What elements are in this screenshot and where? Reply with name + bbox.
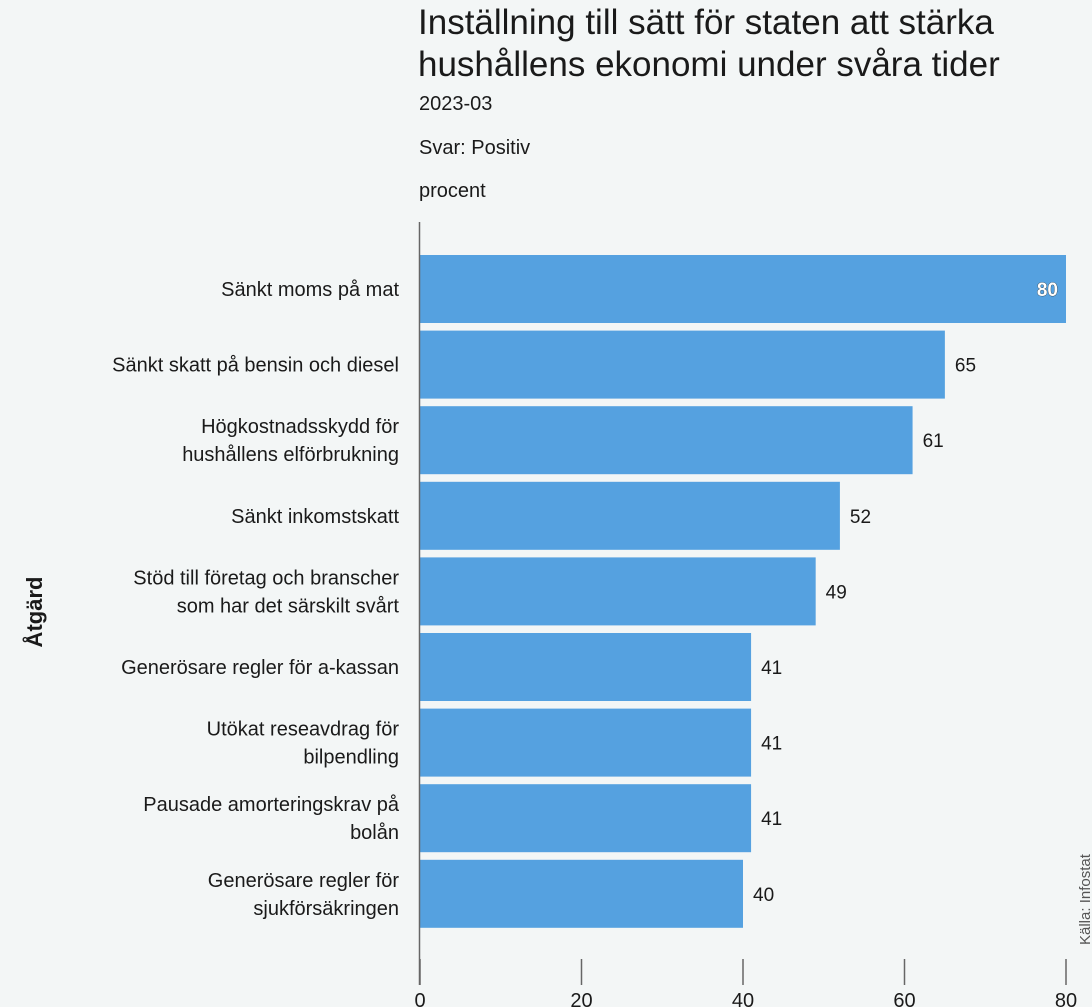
category-label: Sänkt inkomstskatt — [231, 506, 399, 528]
bar — [420, 255, 1066, 323]
bar — [420, 330, 945, 399]
category-label: bilpendling — [303, 747, 399, 769]
x-tick-label: 40 — [732, 990, 754, 1007]
bar — [420, 784, 752, 853]
bar-value-label: 61 — [923, 431, 944, 452]
category-label: Generösare regler för a-kassan — [121, 657, 399, 679]
x-tick-label: 80 — [1055, 990, 1077, 1007]
chart-date: 2023-03 — [419, 93, 493, 115]
chart-title: Inställning till sätt för staten att stä… — [418, 3, 1000, 84]
axis-layer: 0 20 40 60 80 — [414, 222, 1077, 1007]
category-label: Pausade amorteringskrav på — [143, 794, 400, 816]
bar — [420, 481, 840, 550]
bar-value-label: 41 — [761, 809, 782, 830]
bar-value-label: 49 — [826, 582, 847, 603]
chart-unit: procent — [419, 180, 486, 202]
bar — [420, 406, 913, 475]
category-label: Sänkt moms på mat — [221, 279, 399, 301]
bar-value-label: 52 — [850, 507, 871, 528]
bar — [420, 633, 752, 701]
x-tick-label: 60 — [893, 990, 915, 1007]
bar-value-label: 41 — [761, 734, 782, 755]
bar-value-label: 80 — [1037, 280, 1058, 301]
category-label: Generösare regler för — [208, 870, 400, 892]
x-tick-label: 20 — [570, 990, 592, 1007]
bar — [420, 859, 743, 928]
bar — [420, 708, 752, 777]
category-label: Utökat reseavdrag för — [207, 719, 400, 741]
category-label: sjukförsäkringen — [253, 898, 399, 920]
category-label: Sänkt skatt på bensin och diesel — [112, 355, 399, 377]
category-label: Stöd till företag och branscher — [133, 567, 399, 589]
labels-layer: 80 Sänkt moms på mat 65 Sänkt skatt på bens… — [112, 279, 1058, 920]
source-label: Källa: Infostat — [1077, 853, 1092, 945]
x-tick-label: 0 — [414, 990, 425, 1007]
chart-answer-label: Svar: Positiv — [419, 137, 531, 159]
bar-value-label: 41 — [761, 658, 782, 679]
category-label: hushållens elförbrukning — [182, 444, 399, 466]
category-label: Högkostnadsskydd för — [201, 416, 399, 438]
bar-value-label: 40 — [753, 885, 774, 906]
bars-layer — [420, 255, 1066, 928]
category-label: bolån — [350, 822, 399, 844]
y-axis-title: Åtgärd — [21, 577, 47, 648]
bar — [420, 557, 816, 626]
bar-value-label: 65 — [955, 356, 976, 377]
category-label: som har det särskilt svårt — [177, 595, 400, 617]
